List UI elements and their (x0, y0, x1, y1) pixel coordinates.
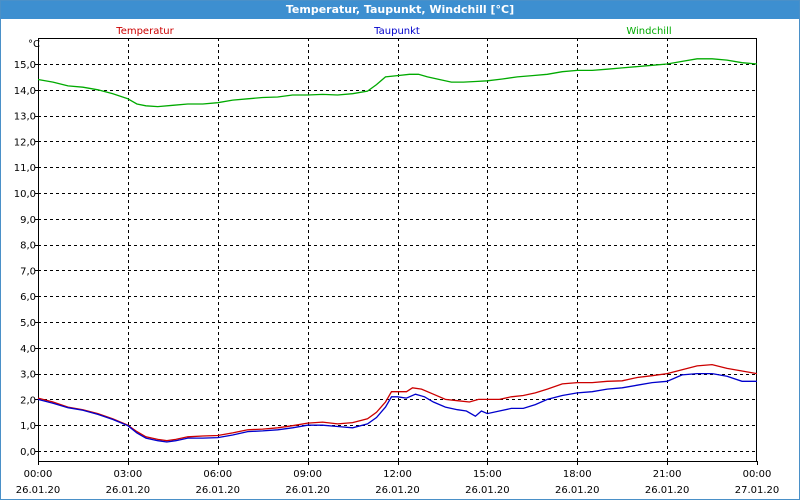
x-tick-date: 26.01.20 (645, 485, 690, 496)
x-tick-date: 26.01.20 (16, 485, 61, 496)
y-tick-label: 7,0 (20, 266, 36, 277)
y-tick-label: 5,0 (20, 318, 36, 329)
series-line-temperatur (37, 363, 758, 442)
y-tick-label: 6,0 (20, 292, 36, 303)
y-tick-label: 15,0 (14, 60, 36, 71)
x-tick-time: 12:00 (383, 469, 412, 480)
x-tick-date: 26.01.20 (285, 485, 330, 496)
x-tick-time: 06:00 (203, 469, 232, 480)
y-tick-label: 0,0 (20, 447, 36, 458)
plot-area-border (38, 38, 757, 462)
y-axis-unit: °C (28, 39, 40, 50)
series-line-windchill (37, 58, 758, 108)
y-tick-label: 8,0 (20, 241, 36, 252)
y-tick-label: 1,0 (20, 421, 36, 432)
x-tick-date: 26.01.20 (195, 485, 240, 496)
legend: Temperatur Taupunkt Windchill (115, 26, 671, 37)
x-tick-time: 21:00 (653, 469, 682, 480)
x-tick-time: 00:00 (24, 469, 53, 480)
x-tick-date: 26.01.20 (465, 485, 510, 496)
series-group (37, 58, 758, 443)
x-tick-time: 03:00 (113, 469, 142, 480)
x-tick-date: 26.01.20 (375, 485, 420, 496)
series-line-taupunkt (37, 372, 757, 443)
y-axis: 0,0 1,0 2,0 3,0 4,0 5,0 6,0 7,0 8,0 9,0 10,0 11,0 12… (14, 60, 38, 458)
y-tick-label: 3,0 (20, 370, 36, 381)
y-tick-label: 13,0 (14, 112, 36, 123)
window-title: Temperatur, Taupunkt, Windchill [°C] (1, 1, 799, 19)
y-tick-label: 2,0 (20, 395, 36, 406)
y-tick-label: 9,0 (20, 215, 36, 226)
legend-item-temperatur: Temperatur (115, 26, 174, 37)
x-tick-time: 15:00 (473, 469, 502, 480)
x-tick-time: 09:00 (293, 469, 322, 480)
x-axis: 00:00 26.01.20 03:00 26.01.20 06:00 26.01.20 0… (16, 461, 780, 496)
y-tick-label: 4,0 (20, 344, 36, 355)
legend-item-taupunkt: Taupunkt (373, 26, 420, 37)
grid (38, 38, 757, 461)
x-tick-date: 26.01.20 (106, 485, 151, 496)
y-tick-label: 14,0 (14, 86, 36, 97)
y-tick-label: 12,0 (14, 137, 36, 148)
y-tick-label: 11,0 (14, 163, 36, 174)
legend-item-windchill: Windchill (626, 26, 671, 37)
y-tick-label: 10,0 (14, 189, 36, 200)
x-tick-time: 00:00 (743, 469, 772, 480)
x-tick-date: 26.01.20 (555, 485, 600, 496)
x-tick-date: 27.01.20 (735, 485, 780, 496)
x-tick-time: 18:00 (563, 469, 592, 480)
